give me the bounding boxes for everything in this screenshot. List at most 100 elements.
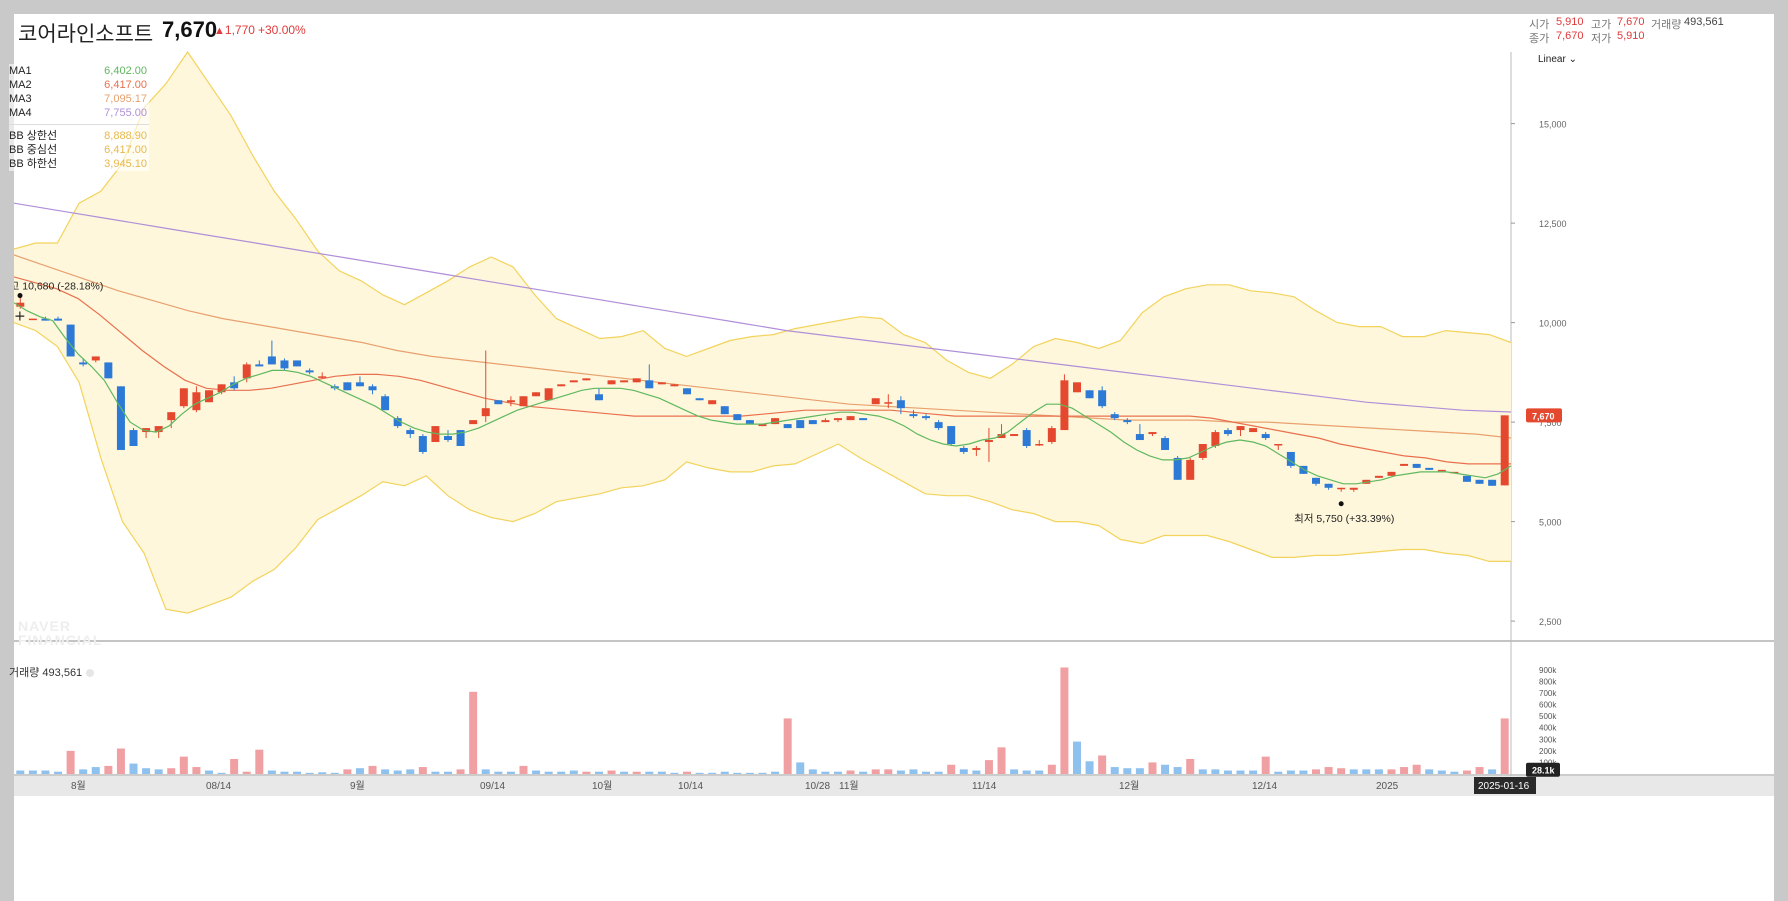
volume-bar bbox=[255, 749, 264, 774]
volume-bar bbox=[41, 770, 50, 774]
volume-bar bbox=[1135, 768, 1144, 774]
x-tick-label: 10/14 bbox=[678, 781, 703, 792]
candle bbox=[909, 414, 918, 417]
candle bbox=[846, 416, 855, 421]
candle bbox=[594, 394, 603, 401]
volume-bar bbox=[1022, 770, 1031, 774]
volume-bar bbox=[632, 771, 641, 774]
volume-bar bbox=[896, 770, 905, 774]
volume-bar bbox=[1362, 769, 1371, 774]
volume-bar bbox=[142, 768, 151, 774]
volume-bar bbox=[1274, 771, 1283, 774]
stock-name: 코어라인소프트 bbox=[18, 23, 154, 46]
candle bbox=[1324, 483, 1333, 488]
volume-bar bbox=[393, 770, 402, 774]
volume-bar bbox=[1211, 769, 1220, 774]
y-tick-label: 12,500 bbox=[1539, 219, 1567, 229]
volume-bar bbox=[733, 772, 742, 774]
volume-bar bbox=[884, 769, 893, 774]
candle bbox=[657, 382, 666, 385]
volume-bar bbox=[1085, 761, 1094, 774]
candle bbox=[519, 396, 528, 407]
vol-tick-label: 800k bbox=[1539, 677, 1557, 686]
candle bbox=[406, 430, 415, 435]
volume-bar bbox=[305, 772, 314, 774]
volume-bar bbox=[494, 771, 503, 774]
candle bbox=[1337, 487, 1346, 490]
y-tick-label: 5,000 bbox=[1539, 518, 1562, 528]
candle bbox=[544, 388, 553, 401]
candle bbox=[896, 400, 905, 409]
volume-bar bbox=[582, 771, 591, 774]
volume-bar bbox=[1400, 767, 1409, 774]
candle bbox=[1462, 475, 1471, 482]
volume-bar bbox=[1098, 755, 1107, 774]
candle bbox=[1085, 390, 1094, 399]
bb-band-fill bbox=[14, 52, 1511, 614]
candle bbox=[632, 378, 641, 383]
close-label: 종가 bbox=[1529, 33, 1550, 45]
candle bbox=[456, 430, 465, 446]
candle bbox=[1261, 434, 1270, 439]
candle bbox=[884, 402, 893, 404]
candle bbox=[280, 360, 289, 369]
candle bbox=[1500, 415, 1509, 486]
volume-bar bbox=[557, 771, 566, 774]
candle bbox=[871, 398, 880, 405]
volume-bar bbox=[1072, 741, 1081, 774]
candle bbox=[720, 406, 729, 415]
volume-bar bbox=[846, 770, 855, 774]
candle bbox=[922, 416, 931, 419]
candle bbox=[343, 382, 352, 391]
volume-bar bbox=[1123, 768, 1132, 774]
volume-bar bbox=[947, 764, 956, 774]
price-change-percent: +30.00% bbox=[258, 23, 306, 37]
volume-bar bbox=[242, 771, 251, 774]
price-change: ▲1,770 bbox=[214, 23, 255, 37]
vol-tick-label: 900k bbox=[1539, 666, 1557, 675]
volume-bar bbox=[1047, 764, 1056, 774]
candle bbox=[758, 424, 767, 427]
volume-bar bbox=[1198, 769, 1207, 774]
volume-bar bbox=[683, 771, 692, 774]
candle bbox=[179, 388, 188, 407]
up-arrow-icon: ▲ bbox=[214, 25, 225, 37]
candle bbox=[1400, 463, 1409, 466]
high-annotation: 최고 10,680 (-28.18%) bbox=[14, 281, 103, 293]
price-change-value: 1,770 bbox=[224, 23, 255, 37]
volume-bar bbox=[796, 762, 805, 774]
candle bbox=[91, 356, 100, 361]
volume-panel-label: 거래량 493,561 bbox=[9, 664, 95, 680]
candle bbox=[1148, 432, 1157, 435]
volume-bar bbox=[1437, 770, 1446, 774]
volume-value: 493,561 bbox=[1684, 16, 1724, 28]
scale-toggle-button[interactable]: Linear ⌄ bbox=[1538, 54, 1577, 65]
candle bbox=[41, 318, 50, 321]
low-annotation: 최저 5,750 (+33.39%) bbox=[1294, 513, 1394, 525]
volume-bar bbox=[444, 771, 453, 774]
crosshair-icon: + bbox=[14, 309, 26, 325]
candle bbox=[1437, 469, 1446, 472]
volume-bar bbox=[179, 756, 188, 774]
x-tick-label: 10/28 bbox=[805, 781, 830, 792]
stock-chart[interactable]: 2,5005,0007,50010,00012,50015,000100k200… bbox=[14, 14, 1774, 901]
settings-dot-icon[interactable] bbox=[86, 669, 95, 678]
x-tick-label: 12/14 bbox=[1252, 781, 1277, 792]
vol-tick-label: 200k bbox=[1539, 747, 1557, 756]
chart-frame: 코어라인소프트 7,670 ▲1,770 +30.00% 시가 5,910 고가… bbox=[9, 14, 1774, 901]
candle bbox=[1249, 428, 1258, 433]
y-tick-label: 7,500 bbox=[1539, 418, 1562, 428]
volume-bar bbox=[1236, 770, 1245, 774]
legend-bb-lower: BB 하한선 3,945.10 bbox=[9, 158, 147, 170]
bb-upper-line bbox=[14, 50, 1512, 379]
current-date-tag bbox=[1474, 777, 1536, 794]
candle bbox=[1135, 434, 1144, 441]
candle bbox=[972, 447, 981, 450]
x-tick-label: 08/14 bbox=[206, 781, 231, 792]
candle bbox=[745, 420, 754, 425]
candle bbox=[393, 418, 402, 427]
candle bbox=[947, 426, 956, 445]
candle bbox=[984, 440, 993, 443]
vol-tick-label: 600k bbox=[1539, 701, 1557, 710]
candle bbox=[569, 380, 578, 383]
